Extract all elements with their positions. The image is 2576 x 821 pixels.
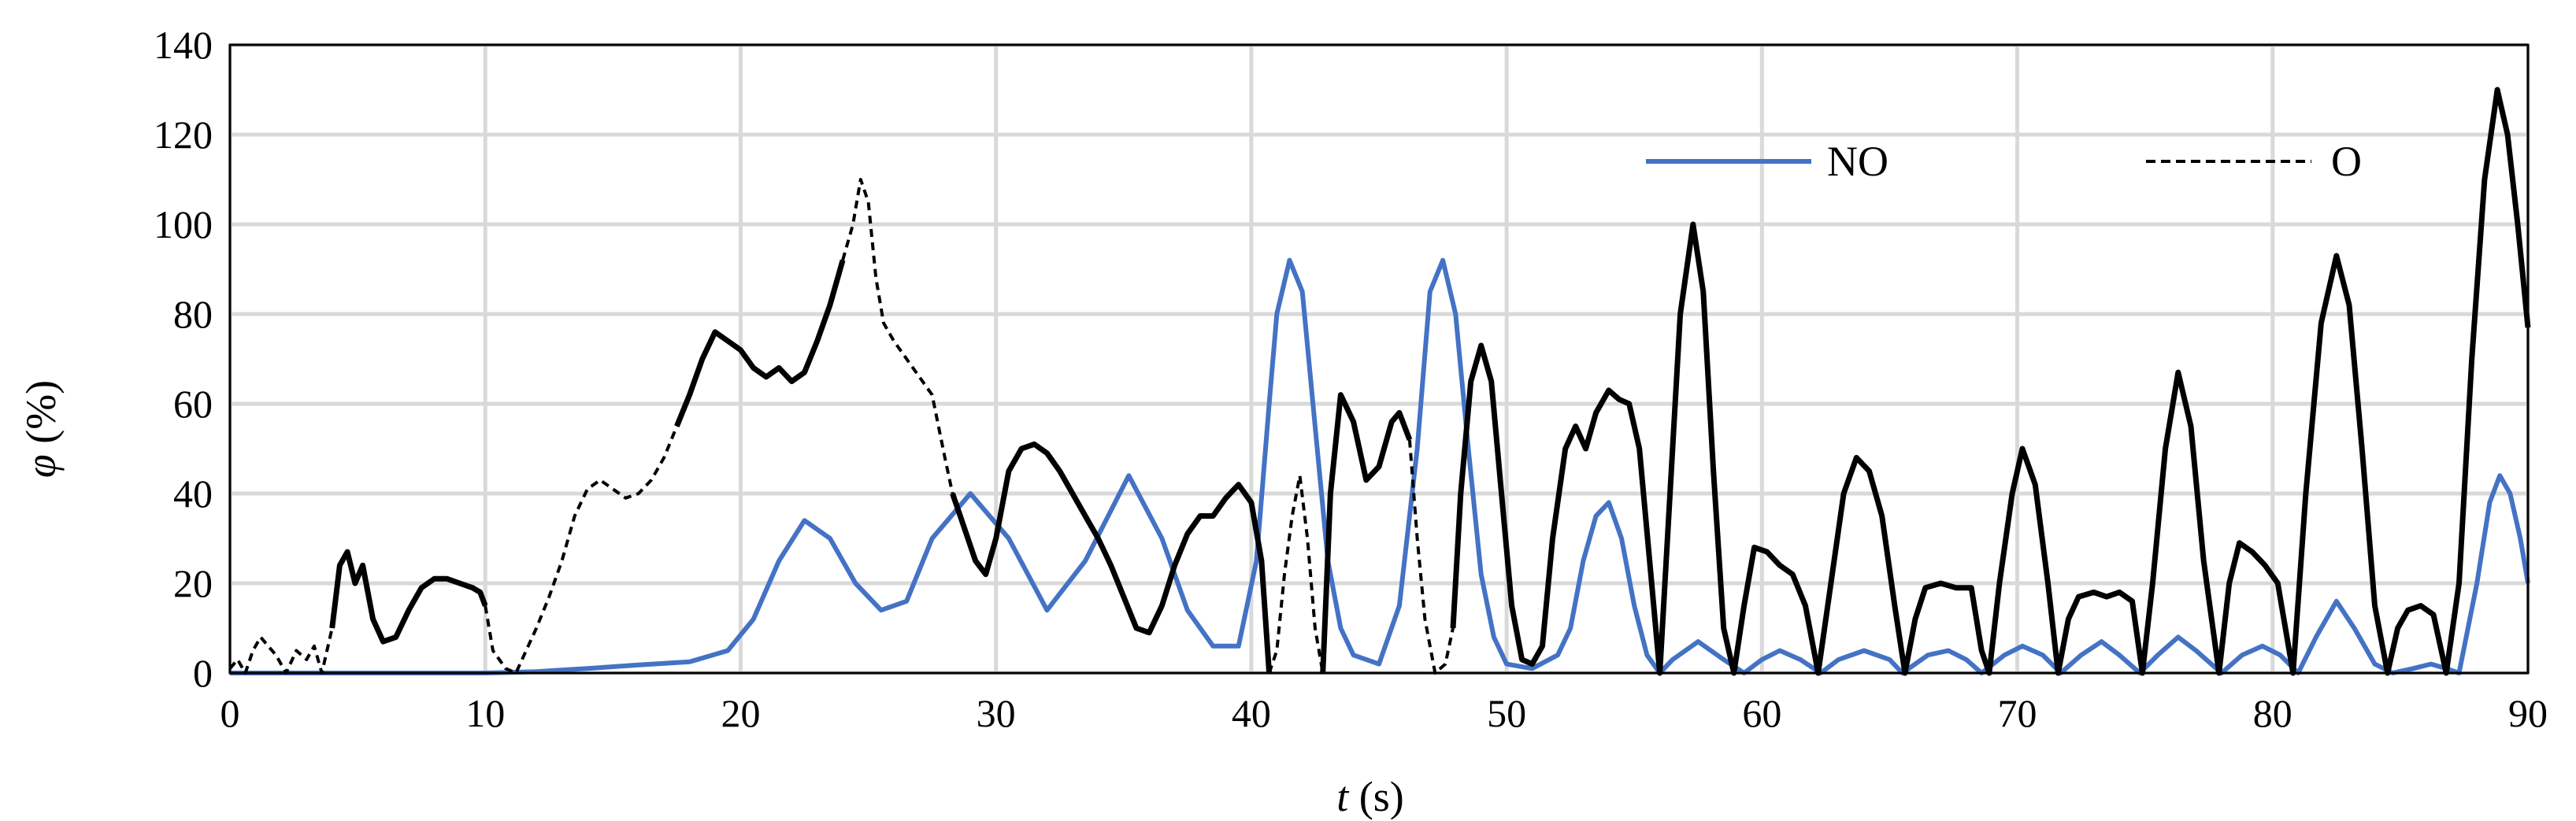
x-axis-label: t (s)	[1336, 773, 1404, 820]
series-o-solid-segment	[1450, 87, 2531, 676]
x-axis-label-unit: (s)	[1348, 773, 1403, 820]
gridlines	[228, 43, 2530, 675]
y-tick-labels: 0 20 40 60 80 100 120 140	[154, 23, 213, 695]
x-tick-label: 70	[1998, 691, 2037, 735]
x-axis-label-symbol: t	[1336, 773, 1350, 820]
series-no-line	[230, 257, 2530, 675]
series-lines	[228, 87, 2531, 676]
x-tick-label: 0	[221, 691, 240, 735]
x-tick-label: 30	[977, 691, 1016, 735]
legend-no-label: NO	[1827, 138, 1888, 185]
x-tick-label: 90	[2508, 691, 2548, 735]
y-tick-label: 140	[154, 23, 213, 67]
x-tick-label: 60	[1742, 691, 1781, 735]
x-tick-label: 80	[2253, 691, 2292, 735]
y-axis-label-symbol: φ	[17, 454, 65, 478]
y-tick-label: 100	[154, 202, 213, 246]
series-o-dashed-segment	[841, 178, 954, 494]
y-tick-label: 20	[173, 561, 213, 605]
y-tick-label: 0	[193, 651, 213, 695]
series-o-dashed-segment	[228, 627, 334, 675]
y-tick-label: 40	[173, 472, 213, 516]
x-tick-labels: 0 10 20 30 40 50 60 70 80 90	[221, 691, 2548, 735]
series-o-solid-segment	[950, 441, 1273, 674]
series-o-solid-segment	[1320, 392, 1413, 674]
x-tick-label: 50	[1487, 691, 1526, 735]
series-o-dashed-segment	[484, 425, 679, 675]
series-o-solid-segment	[674, 259, 846, 427]
x-tick-label: 40	[1232, 691, 1271, 735]
series-o-solid-segment	[329, 549, 488, 645]
legend: NO O	[1646, 138, 2362, 185]
x-tick-label: 10	[465, 691, 505, 735]
legend-o-label: O	[2331, 138, 2362, 185]
y-tick-label: 80	[173, 292, 213, 336]
y-tick-label: 120	[154, 113, 213, 157]
plot-frame	[228, 43, 2530, 675]
y-tick-label: 60	[173, 382, 213, 426]
x-tick-label: 20	[721, 691, 760, 735]
series-o-dashed-segment	[1267, 474, 1325, 674]
y-axis-label: φ (%)	[17, 380, 65, 478]
y-axis-label-unit: (%)	[17, 380, 65, 454]
series-o-dashed-segment	[1407, 439, 1455, 675]
